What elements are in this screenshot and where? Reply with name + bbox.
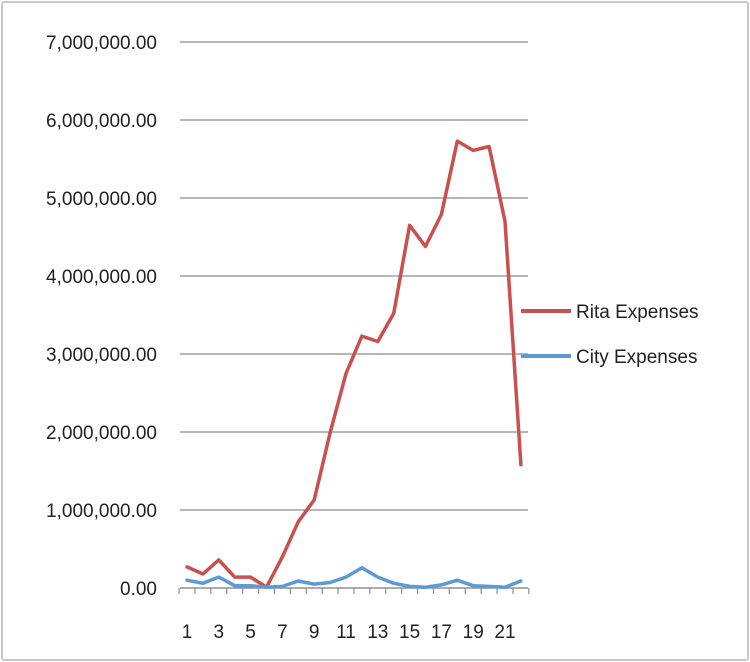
legend-label: Rita Expenses [576, 302, 699, 323]
y-tick-label: 1,000,000.00 [46, 501, 157, 522]
x-tick-label: 15 [399, 622, 420, 643]
legend-label: City Expenses [576, 347, 697, 368]
x-tick-label: 9 [309, 622, 320, 643]
x-tick-label: 13 [367, 622, 388, 643]
x-tick-label: 1 [182, 622, 193, 643]
y-axis-tick-labels: 0.00 1,000,000.00 2,000,000.00 3,000,000.00… [46, 33, 157, 600]
x-tick-label: 19 [463, 622, 484, 643]
y-tick-label: 7,000,000.00 [46, 33, 157, 54]
x-tick-label: 11 [336, 622, 356, 643]
y-tick-label: 4,000,000.00 [46, 267, 157, 288]
gridlines [180, 41, 528, 589]
legend: Rita Expenses City Expenses [521, 302, 699, 368]
x-tick-label: 21 [494, 622, 515, 643]
y-tick-label: 0.00 [120, 579, 157, 600]
y-tick-label: 6,000,000.00 [46, 111, 157, 132]
x-axis [178, 587, 530, 594]
x-tick-label: 3 [214, 622, 225, 643]
series-lines [185, 139, 523, 589]
x-tick-label: 7 [277, 622, 288, 643]
x-axis-tick-labels: 1 3 5 7 9 11 13 15 17 19 21 [182, 622, 516, 643]
y-tick-label: 3,000,000.00 [46, 345, 157, 366]
y-tick-label: 2,000,000.00 [46, 423, 157, 444]
x-tick-label: 17 [431, 622, 452, 643]
x-tick-label: 5 [245, 622, 256, 643]
series-line-rita-expenses [185, 139, 523, 589]
y-tick-label: 5,000,000.00 [46, 189, 157, 210]
series-line-city-expenses [185, 565, 523, 589]
